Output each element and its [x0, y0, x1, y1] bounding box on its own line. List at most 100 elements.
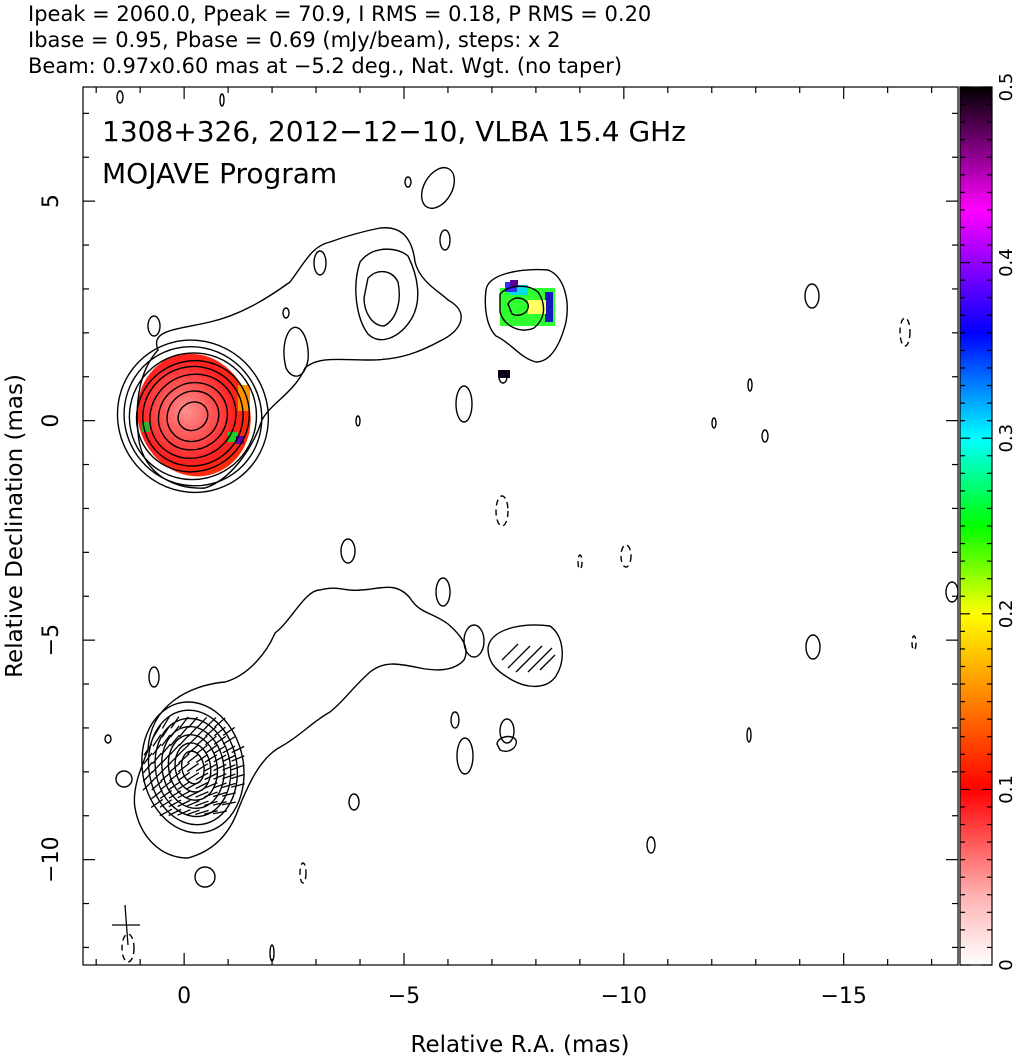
polarization-vector [221, 801, 236, 806]
polarization-vector [159, 808, 173, 817]
polarization-vector [212, 801, 227, 806]
polarization-vector [230, 783, 245, 788]
polarization-vector [151, 780, 163, 791]
polarization-vector [177, 781, 191, 790]
polarization-vector [186, 809, 200, 816]
polarization-vector [196, 716, 208, 729]
polarization-vector [187, 716, 198, 729]
colorbar-tick-label: 0.4 [996, 248, 1017, 277]
colorbar-tick-label: 0.2 [996, 599, 1017, 628]
core-contour [128, 352, 258, 481]
polarization-vector [195, 791, 209, 798]
colorbar [960, 87, 992, 965]
polarization-vector [196, 744, 208, 755]
polarization-vector [213, 745, 227, 754]
polarization-vector [186, 790, 200, 799]
core-left-green-patch [142, 422, 150, 432]
core-contour [177, 401, 209, 432]
polarization-vector [195, 763, 209, 772]
core-contour [135, 359, 251, 473]
polarization-vector [177, 809, 191, 816]
polarization-vector [231, 764, 245, 771]
y-tick-label: 0 [39, 414, 64, 428]
x-tick-label: −10 [601, 984, 647, 1009]
polarization-vector [168, 799, 182, 808]
lower-jet-contours [104, 577, 917, 963]
polarization-vector [231, 773, 245, 780]
polarization-vector [222, 764, 236, 771]
core-contour [161, 725, 225, 810]
polarization-vector [222, 726, 236, 736]
polarization-vector [143, 743, 153, 756]
core-contour [157, 381, 229, 451]
polarization-vector [169, 753, 181, 764]
polarization-vector [159, 789, 173, 799]
polarization-vector [177, 799, 191, 808]
polarization-vector [143, 752, 153, 765]
polarization-vector [213, 754, 227, 763]
polarization-vector [221, 792, 236, 797]
polarization-vector [177, 771, 191, 781]
polarization-vector [186, 800, 200, 807]
x-axis-label: Relative R.A. (mas) [411, 1032, 630, 1058]
polarization-vector [204, 791, 218, 798]
polarization-vector [222, 736, 236, 745]
source-label: 1308+326, 2012−12−10, VLBA 15.4 GHz [102, 115, 686, 148]
polarization-vector [213, 791, 227, 798]
polarization-vector [152, 734, 162, 747]
polarization-vector [213, 735, 227, 745]
x-tick-label: −5 [388, 984, 420, 1009]
polarization-vector [195, 772, 209, 781]
polarization-vector [195, 753, 209, 763]
polarization-vector [231, 755, 245, 762]
polarization-vector [151, 789, 163, 800]
polarization-vector [213, 773, 227, 780]
polarization-vector [204, 763, 218, 772]
polarization-vector [178, 753, 190, 764]
polarization-vector [152, 743, 162, 756]
core-edge-green-patch [228, 432, 238, 442]
polarization-vector [196, 726, 208, 737]
polarization-vector [213, 782, 227, 789]
polarization-vector [204, 800, 218, 807]
core-edge-orange-patch [238, 385, 250, 411]
colorbar-tick-label: 0 [996, 959, 1017, 970]
polarization-vector [196, 735, 208, 746]
polarization-vector [161, 734, 171, 747]
polarization-vector [178, 725, 189, 738]
polarization-vector [179, 716, 189, 729]
core-contour [116, 339, 270, 494]
polarization-vector [151, 752, 162, 765]
polarization-vector [161, 725, 171, 738]
polarization-vector [205, 717, 217, 728]
polarization-vector [204, 754, 218, 763]
core-contour [141, 701, 245, 834]
program-label: MOJAVE Program [102, 157, 337, 190]
polarization-vector [214, 717, 226, 728]
upper-jet-contours [116, 90, 958, 603]
y-axis-ticks: 5 0 −5 −10 [39, 112, 958, 949]
polarization-vector [195, 800, 209, 807]
polarization-vector [160, 752, 172, 765]
x-tick-label: −15 [820, 984, 866, 1009]
y-tick-label: −5 [39, 624, 64, 656]
core-contour [166, 390, 220, 443]
polarization-vectors [142, 716, 245, 817]
colorbar-tick-label: 0.1 [996, 775, 1017, 804]
x-axis-ticks: 0 −5 −10 −15 [95, 87, 933, 1009]
polarization-vector [168, 780, 182, 790]
polarization-vector [178, 744, 190, 755]
polarization-vector [187, 744, 199, 755]
polarization-vector [142, 780, 154, 791]
polarization-vector [186, 772, 200, 781]
polarization-vector [160, 743, 171, 756]
polarization-vector [160, 780, 172, 791]
colorbar-ticks: 0 0.1 0.2 0.3 0.4 0.5 [960, 73, 1017, 971]
y-tick-label: 5 [39, 194, 64, 208]
polarization-vector [160, 762, 172, 773]
polarization-vector [222, 773, 236, 780]
polarization-vector [231, 745, 245, 754]
polarization-vector [187, 753, 199, 764]
polarization-vector [151, 771, 163, 782]
polarization-vector [169, 771, 181, 782]
